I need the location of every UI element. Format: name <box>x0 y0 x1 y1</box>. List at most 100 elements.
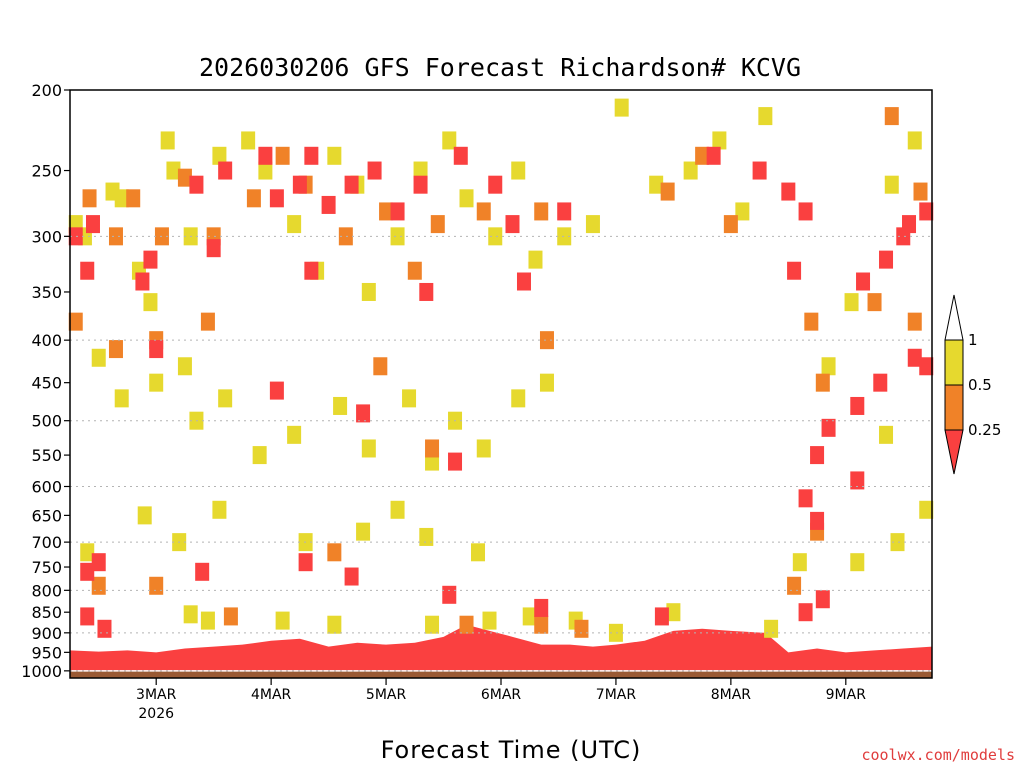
cell-0-52 <box>879 425 894 444</box>
cell-2-41 <box>798 489 813 508</box>
legend-label-2: 0.25 <box>968 421 1001 439</box>
cell-1-20 <box>68 312 83 331</box>
ground-band <box>70 670 932 678</box>
cell-1-38 <box>787 576 802 595</box>
cell-0-39 <box>218 389 233 408</box>
cell-0-72 <box>522 607 537 626</box>
cell-0-7 <box>166 161 181 180</box>
cell-2-25 <box>143 250 158 269</box>
cell-1-30 <box>907 312 922 331</box>
cell-2-39 <box>907 348 922 367</box>
plot-area <box>68 98 934 678</box>
ytick-label-950: 950 <box>31 643 62 662</box>
cell-1-0 <box>82 189 97 208</box>
cell-2-47 <box>80 562 95 581</box>
cell-2-24 <box>80 261 95 280</box>
cell-2-31 <box>856 272 871 291</box>
cell-2-30 <box>787 261 802 280</box>
cell-1-1 <box>108 227 123 246</box>
cell-2-17 <box>557 202 572 221</box>
cell-1-32 <box>149 576 164 595</box>
legend-label-0: 1 <box>968 331 978 349</box>
cell-0-16 <box>361 282 376 301</box>
cell-0-50 <box>821 357 836 376</box>
cell-2-34 <box>810 446 825 465</box>
cell-1-34 <box>327 543 342 562</box>
cell-2-54 <box>815 590 830 609</box>
cell-1-27 <box>804 312 819 331</box>
cell-2-21 <box>798 202 813 221</box>
cell-1-2 <box>126 189 141 208</box>
cell-0-64 <box>850 553 865 572</box>
cell-2-44 <box>269 381 284 400</box>
cell-0-34 <box>91 348 106 367</box>
cell-0-24 <box>557 227 572 246</box>
cell-0-27 <box>649 175 664 194</box>
cell-0-28 <box>683 161 698 180</box>
ytick-label-1000: 1000 <box>21 662 62 681</box>
cell-2-45 <box>356 404 371 423</box>
ytick-label-550: 550 <box>31 446 62 465</box>
cell-2-52 <box>442 585 457 604</box>
cell-2-11 <box>367 161 382 180</box>
cell-1-19 <box>913 182 928 201</box>
ytick-label-500: 500 <box>31 412 62 431</box>
cell-0-35 <box>114 389 129 408</box>
cell-2-27 <box>304 261 319 280</box>
cell-1-14 <box>534 202 549 221</box>
cell-2-10 <box>344 175 359 194</box>
xtick-label-7: 7MAR <box>596 687 637 703</box>
cell-0-12 <box>287 215 302 234</box>
cell-0-30 <box>735 202 750 221</box>
cell-2-48 <box>91 553 106 572</box>
legend-swatch-0 <box>944 339 964 386</box>
cell-2-8 <box>304 146 319 165</box>
cell-2-40 <box>919 357 934 376</box>
cell-2-35 <box>821 418 836 437</box>
cell-1-37 <box>574 619 589 638</box>
cell-0-6 <box>160 131 175 150</box>
legend-label-1: 0.5 <box>968 376 992 394</box>
cell-1-23 <box>200 312 215 331</box>
cell-2-29 <box>516 272 531 291</box>
cell-0-63 <box>792 553 807 572</box>
cell-0-42 <box>333 396 348 415</box>
cell-0-68 <box>275 611 290 630</box>
y-axis-ticks: 200 250 300 350 400 450 500 550 600 650 700 750 800 8… <box>21 81 70 681</box>
cell-1-13 <box>476 202 491 221</box>
cell-1-6 <box>246 189 261 208</box>
cell-0-10 <box>241 131 256 150</box>
legend-top-arrow <box>944 294 964 341</box>
chart-title: 2026030206 GFS Forecast Richardson# KCVG <box>199 53 801 82</box>
cell-0-43 <box>361 439 376 458</box>
cell-1-11 <box>407 261 422 280</box>
cell-0-41 <box>287 425 302 444</box>
xtick-label-3: 3MAR <box>136 687 177 703</box>
cell-0-23 <box>528 250 543 269</box>
cell-0-62 <box>471 543 486 562</box>
cell-1-15 <box>660 182 675 201</box>
cell-1-9 <box>338 227 353 246</box>
legend: 1 0.5 0.25 <box>944 294 1001 475</box>
cell-0-33 <box>907 131 922 150</box>
cell-0-54 <box>80 543 95 562</box>
xtick-sublabel-3: 2026 <box>138 706 174 722</box>
xtick-label-6: 6MAR <box>481 687 522 703</box>
ytick-label-350: 350 <box>31 283 62 302</box>
cell-2-33 <box>896 227 911 246</box>
cell-0-48 <box>511 389 526 408</box>
ytick-label-250: 250 <box>31 162 62 181</box>
cell-2-55 <box>80 607 95 626</box>
cell-2-0 <box>68 227 83 246</box>
cell-1-21 <box>108 340 123 359</box>
xtick-label-8: 8MAR <box>711 687 752 703</box>
cell-0-61 <box>419 527 434 546</box>
cell-2-5 <box>258 146 273 165</box>
cell-0-36 <box>149 373 164 392</box>
cell-2-12 <box>390 202 405 221</box>
cell-1-26 <box>539 331 554 350</box>
cell-2-13 <box>413 175 428 194</box>
cell-2-19 <box>752 161 767 180</box>
cell-0-32 <box>884 175 899 194</box>
